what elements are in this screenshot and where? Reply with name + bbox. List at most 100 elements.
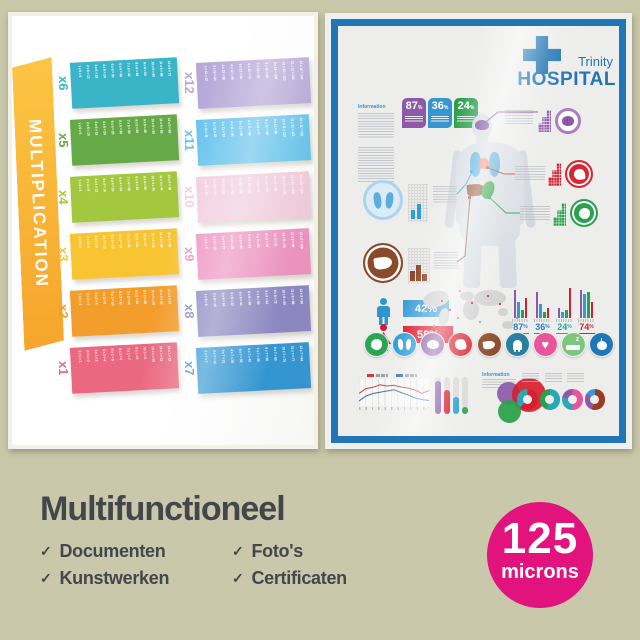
mult-table-label: x5	[56, 132, 71, 148]
mult-fact: 10 x 3 = 30	[150, 232, 156, 249]
mult-fact: 9 x 6 = 54	[142, 61, 148, 76]
mult-table-label: x1	[56, 360, 71, 376]
mult-fact: 12 x 11 = 132	[298, 117, 304, 137]
mult-table-strip: 1 x 11 = 11 2 x 11 = 22 3 x 11 = 33 4 x 11 …	[195, 114, 312, 166]
mult-table-label: x4	[56, 189, 71, 205]
mult-fact: 2 x 1 = 2	[85, 349, 91, 362]
mult-fact: 12 x 9 = 108	[298, 231, 304, 249]
mult-fact: 3 x 7 = 21	[220, 349, 226, 364]
mult-fact: 5 x 11 = 55	[238, 120, 244, 136]
laminated-hospital-poster: Trinity HOSPITAL Information 87% 36% 24%	[325, 13, 632, 449]
thickness-unit: microns	[501, 561, 579, 583]
mult-fact: 2 x 5 = 10	[85, 121, 91, 136]
check-icon: ✓	[40, 570, 52, 586]
mult-fact: 9 x 12 = 108	[272, 61, 278, 80]
mult-fact: 3 x 8 = 24	[220, 292, 226, 307]
mult-fact: 1 x 12 = 12	[203, 65, 209, 81]
mult-fact: 11 x 9 = 99	[290, 231, 296, 248]
mult-table-row: x10 1 x 10 = 10 2 x 10 = 20 3 x 10 = 30 4 x …	[180, 171, 312, 223]
mult-fact: 4 x 12 = 48	[229, 64, 235, 80]
mult-fact: 6 x 7 = 42	[246, 348, 252, 362]
mult-fact: 2 x 6 = 12	[85, 64, 91, 79]
mult-fact: 2 x 10 = 20	[212, 178, 218, 195]
mult-fact: 1 x 10 = 10	[203, 179, 209, 195]
mult-fact: 6 x 11 = 66	[246, 120, 252, 136]
mult-fact: 6 x 5 = 30	[118, 120, 123, 134]
mult-fact: 10 x 8 = 80	[281, 289, 287, 305]
mult-fact: 12 x 4 = 48	[166, 174, 172, 191]
mult-fact: 7 x 11 = 77	[255, 119, 261, 136]
mult-fact: 1 x 4 = 4	[77, 179, 83, 192]
mult-fact: 1 x 9 = 9	[203, 236, 209, 249]
mult-fact: 7 x 1 = 7	[126, 347, 131, 360]
mult-table-label: x6	[56, 75, 71, 91]
mult-fact: 7 x 5 = 35	[126, 119, 132, 134]
mult-fact: 8 x 3 = 24	[134, 233, 140, 248]
mult-fact: 4 x 5 = 20	[101, 120, 107, 135]
mult-fact: 9 x 7 = 63	[272, 346, 278, 361]
mult-fact: 5 x 9 = 45	[238, 234, 243, 249]
mult-fact: 12 x 6 = 72	[166, 60, 172, 77]
mult-fact: 11 x 5 = 55	[158, 117, 164, 134]
mult-fact: 4 x 10 = 40	[229, 178, 235, 194]
feature-label: Kunstwerken	[59, 568, 170, 588]
mult-fact: 8 x 8 = 64	[264, 290, 269, 305]
feature-label: Foto's	[251, 541, 303, 561]
mult-fact: 11 x 8 = 88	[290, 288, 296, 305]
mult-fact: 5 x 2 = 10	[110, 291, 115, 306]
feature-label: Documenten	[59, 541, 166, 561]
mult-fact: 11 x 12 = 132	[290, 60, 296, 80]
mult-fact: 3 x 1 = 3	[93, 349, 99, 362]
mult-fact: 10 x 1 = 10	[150, 346, 156, 363]
mult-fact: 1 x 6 = 6	[77, 65, 83, 78]
mult-table-row: x11 1 x 11 = 11 2 x 11 = 22 3 x 11 = 33 4 x …	[180, 114, 312, 166]
mult-fact: 5 x 4 = 20	[110, 177, 115, 192]
mult-fact: 9 x 1 = 9	[142, 346, 148, 359]
mult-fact: 1 x 2 = 2	[77, 293, 83, 306]
mult-fact: 9 x 5 = 45	[142, 118, 148, 133]
mult-fact: 8 x 6 = 48	[134, 62, 140, 77]
mult-table-label: x2	[56, 303, 71, 319]
mult-fact: 9 x 2 = 18	[142, 289, 148, 304]
mult-fact: 7 x 6 = 42	[126, 62, 132, 77]
mult-fact: 3 x 4 = 12	[93, 178, 99, 193]
mult-fact: 11 x 11 = 121	[290, 117, 296, 137]
feature-item: ✓ Kunstwerken	[40, 568, 232, 589]
mult-table-row: x12 1 x 12 = 12 2 x 12 = 24 3 x 12 = 36 4 x …	[180, 57, 312, 109]
mult-fact: 6 x 12 = 72	[246, 63, 252, 79]
mult-fact: 12 x 7 = 84	[298, 345, 304, 361]
mult-fact: 12 x 5 = 60	[166, 117, 172, 134]
mult-fact: 5 x 12 = 60	[238, 63, 244, 80]
callout-lines	[456, 111, 538, 263]
mult-column-2: x12 1 x 12 = 12 2 x 12 = 24 3 x 12 = 36 4 x …	[180, 57, 312, 402]
mult-fact: 3 x 2 = 6	[93, 292, 99, 305]
mult-fact: 5 x 8 = 40	[238, 291, 243, 306]
mult-fact: 6 x 4 = 24	[118, 177, 123, 191]
mult-fact: 8 x 5 = 40	[134, 119, 140, 134]
mult-fact: 12 x 10 = 120	[298, 174, 304, 194]
mult-fact: 10 x 7 = 70	[281, 346, 287, 362]
mult-fact: 10 x 11 = 110	[281, 118, 287, 138]
mult-fact: 7 x 4 = 28	[126, 176, 132, 191]
mult-fact: 9 x 9 = 81	[272, 232, 278, 247]
mult-table-strip: 1 x 12 = 12 2 x 12 = 24 3 x 12 = 36 4 x 12 …	[195, 57, 312, 109]
mult-fact: 2 x 9 = 18	[212, 235, 217, 250]
mult-fact: 12 x 12 = 144	[298, 60, 304, 80]
mult-fact: 1 x 3 = 3	[77, 236, 83, 249]
mult-fact: 10 x 9 = 90	[281, 232, 287, 248]
mult-fact: 11 x 7 = 77	[290, 345, 296, 362]
mult-fact: 6 x 1 = 6	[118, 348, 123, 361]
mult-fact: 4 x 4 = 16	[101, 177, 107, 192]
mult-fact: 2 x 2 = 4	[85, 292, 91, 305]
mult-fact: 6 x 8 = 48	[246, 291, 252, 305]
mult-fact: 2 x 4 = 8	[85, 178, 91, 191]
